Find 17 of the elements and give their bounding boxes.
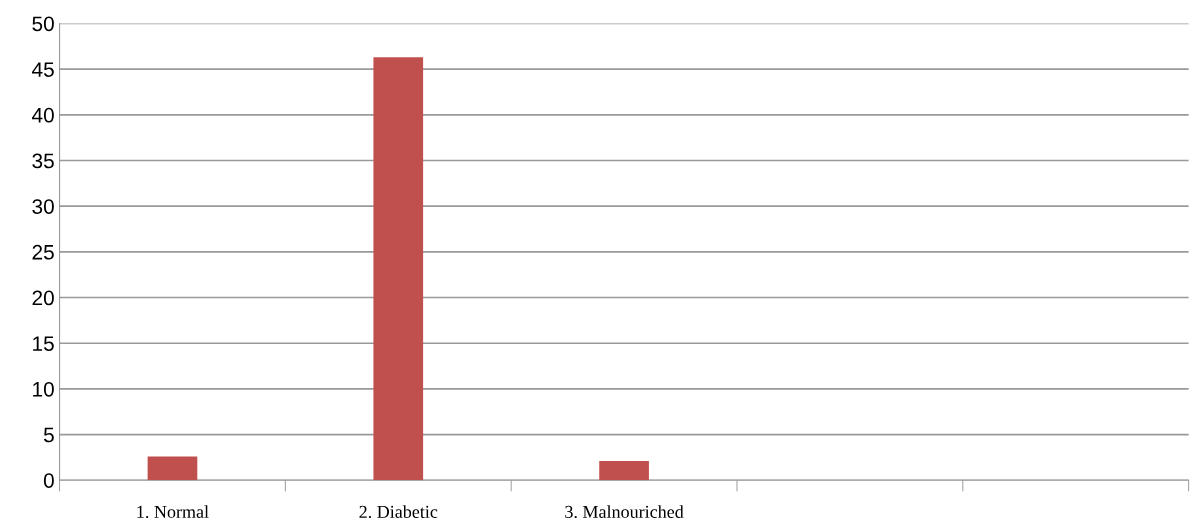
y-tick-label: 0	[43, 473, 54, 488]
y-tick-label: 30	[32, 199, 54, 214]
y-tick-label: 35	[32, 153, 54, 169]
y-tick-label: 50	[32, 16, 54, 32]
bar	[373, 57, 424, 481]
x-tick-label: 3. Malnouriched	[565, 505, 684, 519]
y-tick-label: 40	[32, 107, 54, 123]
bar	[147, 456, 198, 481]
y-tick-label: 25	[32, 244, 54, 260]
y-tick-label: 10	[33, 381, 54, 397]
y-tick-label: 5	[43, 427, 54, 443]
x-tick-label: 1. Normal	[137, 505, 209, 519]
bar	[599, 461, 649, 481]
x-tick-label: 2. Diabetic	[359, 505, 438, 519]
y-tick-label: 45	[32, 62, 54, 77]
y-tick-label: 20	[32, 290, 54, 306]
y-tick-label: 15	[33, 336, 54, 351]
